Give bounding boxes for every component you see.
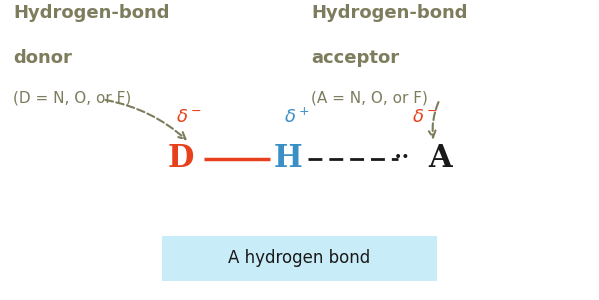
FancyArrowPatch shape [105,100,186,139]
Text: Hydrogen-bond: Hydrogen-bond [311,4,468,22]
Text: A hydrogen bond: A hydrogen bond [228,250,371,268]
Text: A: A [428,143,452,174]
FancyArrowPatch shape [429,102,438,137]
Text: donor: donor [13,49,72,67]
Text: ••: •• [394,150,410,164]
Text: Hydrogen-bond: Hydrogen-bond [13,4,170,22]
Text: (A = N, O, or F): (A = N, O, or F) [311,91,428,106]
Text: $\delta^+$: $\delta^+$ [283,108,310,127]
Text: acceptor: acceptor [311,49,400,67]
Text: (D = N, O, or F): (D = N, O, or F) [13,91,132,106]
Text: D: D [167,143,193,174]
Text: $\delta^-$: $\delta^-$ [176,108,202,126]
Text: $\delta^-$: $\delta^-$ [412,108,438,126]
Text: H: H [273,143,302,174]
FancyBboxPatch shape [162,236,437,281]
